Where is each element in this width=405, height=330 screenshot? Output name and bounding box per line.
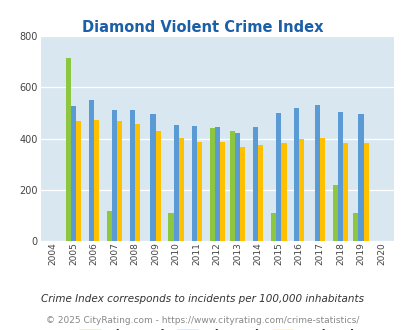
Bar xyxy=(150,114,155,241)
Bar xyxy=(178,138,183,241)
Bar xyxy=(130,111,135,241)
Bar xyxy=(319,138,324,241)
Bar xyxy=(214,127,219,241)
Bar xyxy=(168,213,173,241)
Bar xyxy=(219,142,224,241)
Bar xyxy=(112,111,117,241)
Bar xyxy=(107,211,112,241)
Bar xyxy=(275,113,281,241)
Bar xyxy=(258,145,263,241)
Bar xyxy=(240,147,245,241)
Bar xyxy=(234,133,240,241)
Bar xyxy=(66,58,71,241)
Bar xyxy=(281,144,286,241)
Text: Crime Index corresponds to incidents per 100,000 inhabitants: Crime Index corresponds to incidents per… xyxy=(41,294,364,304)
Bar xyxy=(191,126,196,241)
Bar xyxy=(209,128,214,241)
Text: Diamond Violent Crime Index: Diamond Violent Crime Index xyxy=(82,20,323,35)
Legend: Diamond, Missouri, National: Diamond, Missouri, National xyxy=(75,324,359,330)
Bar xyxy=(230,131,234,241)
Bar xyxy=(71,106,76,241)
Bar xyxy=(135,124,140,241)
Bar xyxy=(271,213,275,241)
Text: © 2025 CityRating.com - https://www.cityrating.com/crime-statistics/: © 2025 CityRating.com - https://www.city… xyxy=(46,316,359,325)
Bar xyxy=(337,112,342,241)
Bar xyxy=(362,143,368,241)
Bar xyxy=(342,143,347,241)
Bar xyxy=(298,139,304,241)
Bar xyxy=(332,185,337,241)
Bar xyxy=(89,101,94,241)
Bar xyxy=(352,213,358,241)
Bar xyxy=(117,121,122,241)
Bar xyxy=(294,108,298,241)
Bar xyxy=(196,142,201,241)
Bar xyxy=(173,124,178,241)
Bar xyxy=(155,131,160,241)
Bar xyxy=(314,105,319,241)
Bar xyxy=(358,114,362,241)
Bar xyxy=(76,121,81,241)
Bar xyxy=(94,120,99,241)
Bar xyxy=(253,127,258,241)
